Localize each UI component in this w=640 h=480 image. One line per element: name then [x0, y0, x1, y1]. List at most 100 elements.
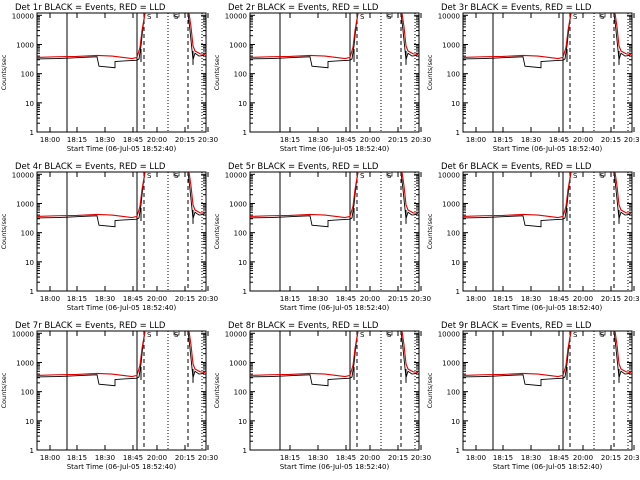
lld-curve: [249, 12, 359, 60]
events-curve: [249, 330, 359, 387]
detector-panel-1: Det 1r BLACK = Events, RED = LLD 1 10 100 10…: [0, 3, 218, 153]
x-tick-label: 18:30: [308, 295, 328, 303]
lld-curve: [249, 330, 359, 378]
annotation-s: S: [147, 172, 152, 180]
plot-frame: [462, 171, 633, 292]
y-tick-label: 10: [238, 259, 247, 267]
y-tick-label: 10: [25, 100, 34, 108]
panel-title: Det 7r BLACK = Events, RED = LLD: [15, 321, 166, 331]
y-tick-label: 1000: [229, 41, 247, 49]
x-tick-label: 18:30: [95, 295, 115, 303]
annotation-s: S: [360, 13, 365, 21]
x-tick-label: 20:15: [388, 295, 408, 303]
y-tick-label: 1: [243, 129, 247, 137]
y-axis-label: Counts/sec: [426, 54, 434, 90]
x-tick-label: 18:45: [336, 295, 356, 303]
x-tick-label: 20:30: [411, 454, 431, 462]
events-curve: [36, 12, 146, 69]
x-tick-label: 18:45: [336, 136, 356, 144]
detector-panel-3: Det 3r BLACK = Events, RED = LLD 1 10 100 10…: [426, 3, 640, 153]
events-curve-tail: [613, 171, 631, 219]
lld-curve-tail: [614, 171, 632, 215]
annotation-s: S: [147, 13, 152, 21]
x-tick-label: 20:00: [147, 136, 167, 144]
x-tick-label: 18:30: [308, 136, 328, 144]
y-tick-label: 100: [234, 230, 247, 238]
lld-curve: [462, 330, 572, 378]
x-tick-label: 20:15: [175, 136, 195, 144]
x-tick-label: 20:30: [624, 136, 640, 144]
detector-panel-6: Det 6r BLACK = Events, RED = LLD 1 10 100 10…: [426, 162, 640, 312]
events-curve: [249, 12, 359, 69]
annotation-s: S: [147, 331, 152, 339]
y-tick-label: 10000: [438, 171, 460, 179]
x-tick-label: 18:30: [521, 454, 541, 462]
events-curve: [462, 171, 572, 228]
detector-panel-9: Det 9r BLACK = Events, RED = LLD 1 10 100 10…: [426, 321, 640, 471]
detector-panel-2: Det 2r BLACK = Events, RED = LLD 1 10 100 10…: [213, 3, 431, 153]
plot-frame: [249, 12, 420, 133]
x-tick-label: 18:45: [549, 295, 569, 303]
y-axis-label: Counts/sec: [426, 372, 434, 408]
x-tick-label: 20:15: [601, 136, 621, 144]
y-tick-label: 1: [30, 129, 34, 137]
annotation-s: S: [360, 172, 365, 180]
x-tick-label: 20:30: [624, 295, 640, 303]
x-tick-label: 18:45: [336, 454, 356, 462]
x-tick-label: 20:00: [573, 295, 593, 303]
detector-panel-5: Det 5r BLACK = Events, RED = LLD 1 10 100 10…: [213, 162, 431, 312]
y-tick-label: 100: [21, 389, 34, 397]
y-tick-label: 10: [25, 418, 34, 426]
y-tick-label: 1: [30, 447, 34, 455]
y-tick-label: 1: [30, 288, 34, 296]
x-tick-label: 18:30: [95, 136, 115, 144]
y-tick-label: 1000: [229, 200, 247, 208]
x-tick-label: 18:30: [95, 454, 115, 462]
x-tick-label: 20:15: [175, 295, 195, 303]
x-tick-label: 18:15: [280, 295, 300, 303]
x-tick-label: 18:30: [308, 454, 328, 462]
plot-frame: [462, 330, 633, 451]
detector-panel-4: Det 4r BLACK = Events, RED = LLD 1 10 100 10…: [0, 162, 218, 312]
x-tick-label: 18:15: [280, 454, 300, 462]
x-tick-label: 20:30: [198, 454, 218, 462]
events-curve-tail: [187, 171, 205, 219]
y-tick-label: 100: [447, 71, 460, 79]
lld-curve-tail: [188, 171, 206, 215]
y-axis-label: Counts/sec: [213, 372, 221, 408]
y-axis-label: Counts/sec: [0, 213, 8, 249]
x-axis-label: Start Time (06-Jul-05 18:52:40): [280, 463, 390, 471]
y-tick-label: 1: [456, 129, 460, 137]
y-tick-label: 10: [25, 259, 34, 267]
annotation-box: [599, 330, 606, 336]
events-curve-tail: [400, 12, 418, 60]
lld-curve-tail: [188, 12, 206, 56]
plot-frame: [36, 171, 207, 292]
lld-curve-tail: [401, 171, 419, 215]
panel-title: Det 8r BLACK = Events, RED = LLD: [228, 321, 379, 331]
x-tick-label: 20:00: [147, 454, 167, 462]
plot-frame: [249, 171, 420, 292]
y-tick-label: 1000: [442, 200, 460, 208]
x-tick-label: 18:15: [493, 295, 513, 303]
y-tick-label: 10000: [12, 330, 34, 338]
x-tick-label: 18:45: [123, 136, 143, 144]
y-tick-label: 10: [451, 259, 460, 267]
events-curve-tail: [400, 171, 418, 219]
x-tick-label: 18:15: [67, 136, 87, 144]
y-tick-label: 1000: [16, 41, 34, 49]
events-curve-tail: [187, 12, 205, 60]
panel-title: Det 6r BLACK = Events, RED = LLD: [441, 162, 592, 172]
x-tick-label: 18:15: [67, 295, 87, 303]
plot-frame: [249, 330, 420, 451]
x-tick-label: 18:00: [466, 295, 486, 303]
x-tick-label: 18:45: [123, 454, 143, 462]
y-tick-label: 1000: [16, 359, 34, 367]
x-tick-label: 20:00: [360, 454, 380, 462]
y-tick-label: 1000: [229, 359, 247, 367]
y-tick-label: 10: [238, 418, 247, 426]
x-axis-label: Start Time (06-Jul-05 18:52:40): [493, 304, 603, 312]
x-tick-label: 18:15: [493, 136, 513, 144]
lld-curve-tail: [614, 330, 632, 374]
